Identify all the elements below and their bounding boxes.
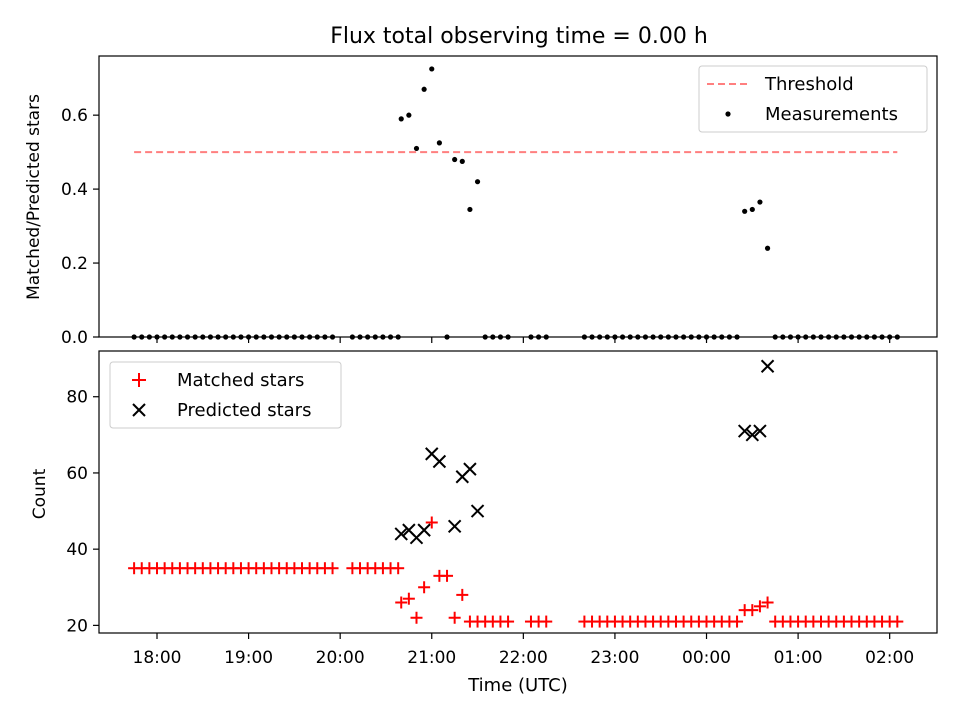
predicted-star-point bbox=[394, 527, 408, 541]
x-tick-label: 02:00 bbox=[865, 648, 914, 668]
measurement-point bbox=[421, 86, 427, 92]
bottom-y-tick-label: 60 bbox=[66, 464, 88, 484]
x-tick-label: 18:00 bbox=[133, 648, 182, 668]
measurement-point bbox=[413, 145, 420, 152]
x-tick-label: 21:00 bbox=[407, 648, 456, 668]
bottom-y-tick-label: 80 bbox=[66, 388, 88, 408]
matched-star-point bbox=[456, 588, 469, 601]
chart-title: Flux total observing time = 0.00 h bbox=[330, 24, 708, 49]
x-tick-label: 19:00 bbox=[224, 648, 273, 668]
predicted-points bbox=[394, 359, 775, 545]
measurement-point bbox=[467, 206, 473, 213]
bottom-y-tick-label: 40 bbox=[66, 540, 88, 560]
x-tick-label: 00:00 bbox=[682, 648, 731, 668]
top-legend: Threshold Measurements bbox=[698, 65, 928, 133]
bottom-y-tick-label: 20 bbox=[66, 616, 88, 636]
predicted-star-point bbox=[432, 454, 447, 469]
predicted-star-point bbox=[463, 462, 477, 476]
legend-matched-swatch bbox=[132, 373, 146, 387]
bottom-x-ticks: 18:00 19:00 20:00 21:00 22:00 23:00 00:00 01:00… bbox=[133, 633, 914, 668]
top-legend-frame bbox=[698, 65, 928, 133]
bottom-legend: Matched stars Predicted stars bbox=[109, 361, 342, 429]
top-y-tick-label: 0.2 bbox=[61, 254, 88, 274]
matched-star-point bbox=[326, 562, 339, 575]
matched-star-point bbox=[746, 604, 759, 617]
legend-measurements-label: Measurements bbox=[765, 104, 898, 125]
top-y-ticks: 0.0 0.2 0.4 0.6 bbox=[61, 106, 99, 348]
x-tick-label: 22:00 bbox=[499, 648, 548, 668]
matched-star-point bbox=[425, 516, 438, 529]
bottom-legend-frame bbox=[109, 361, 342, 429]
matched-star-point bbox=[402, 592, 415, 605]
measurement-point bbox=[474, 179, 481, 185]
legend-predicted-label: Predicted stars bbox=[177, 400, 311, 421]
matched-star-point bbox=[761, 596, 774, 609]
measurement-point bbox=[429, 66, 435, 72]
top-axes-frame bbox=[98, 55, 938, 338]
bottom-y-ticks: 20 40 60 80 bbox=[66, 388, 99, 636]
predicted-star-point bbox=[753, 424, 767, 438]
matched-star-point bbox=[410, 611, 423, 624]
matched-star-point bbox=[753, 600, 766, 613]
top-y-tick-label: 0.0 bbox=[61, 328, 88, 348]
x-tick-label: 23:00 bbox=[590, 648, 639, 668]
legend-threshold-label: Threshold bbox=[764, 74, 854, 95]
x-axis-label: Time (UTC) bbox=[467, 675, 568, 696]
measurement-point bbox=[749, 206, 755, 213]
matched-star-point bbox=[418, 581, 431, 594]
predicted-star-point bbox=[417, 523, 431, 537]
x-tick-label: 20:00 bbox=[316, 648, 365, 668]
measurement-point bbox=[459, 158, 465, 164]
predicted-star-point bbox=[447, 519, 462, 534]
legend-matched-label: Matched stars bbox=[177, 370, 304, 391]
matched-star-point bbox=[502, 615, 515, 628]
measurement-point bbox=[452, 156, 458, 163]
matched-points bbox=[128, 516, 904, 628]
bottom-y-axis-label: Count bbox=[30, 468, 50, 519]
bottom-panel: 20 40 60 80 18:00 19:00 20:00 21:00 22:00 23:00 0… bbox=[30, 350, 938, 696]
bottom-axes-frame bbox=[98, 350, 938, 634]
predicted-star-point bbox=[470, 504, 485, 518]
measurement-point bbox=[398, 116, 404, 122]
measurement-point bbox=[764, 245, 771, 251]
measurement-point bbox=[406, 112, 412, 118]
x-tick-label: 01:00 bbox=[774, 648, 823, 668]
top-y-axis-label: Matched/Predicted stars bbox=[24, 94, 44, 300]
matched-star-point bbox=[448, 611, 461, 624]
measurement-point bbox=[757, 199, 763, 205]
measurement-point bbox=[436, 140, 442, 146]
top-y-tick-label: 0.4 bbox=[61, 180, 88, 200]
matched-star-point bbox=[540, 615, 553, 628]
predicted-star-point bbox=[745, 428, 760, 442]
matched-star-point bbox=[392, 562, 405, 575]
legend-predicted-swatch bbox=[132, 403, 146, 417]
legend-measurements-swatch bbox=[725, 111, 731, 117]
matched-star-point bbox=[395, 596, 408, 609]
predicted-star-point bbox=[760, 359, 775, 373]
measurement-point bbox=[742, 208, 748, 214]
matched-star-point bbox=[441, 569, 454, 582]
matched-star-point bbox=[891, 615, 904, 628]
predicted-star-point bbox=[737, 424, 752, 438]
matched-star-point bbox=[731, 615, 744, 628]
top-y-tick-label: 0.6 bbox=[61, 106, 88, 126]
top-panel: 0.0 0.2 0.4 0.6 Matched/Predicted stars Thr… bbox=[24, 55, 938, 348]
